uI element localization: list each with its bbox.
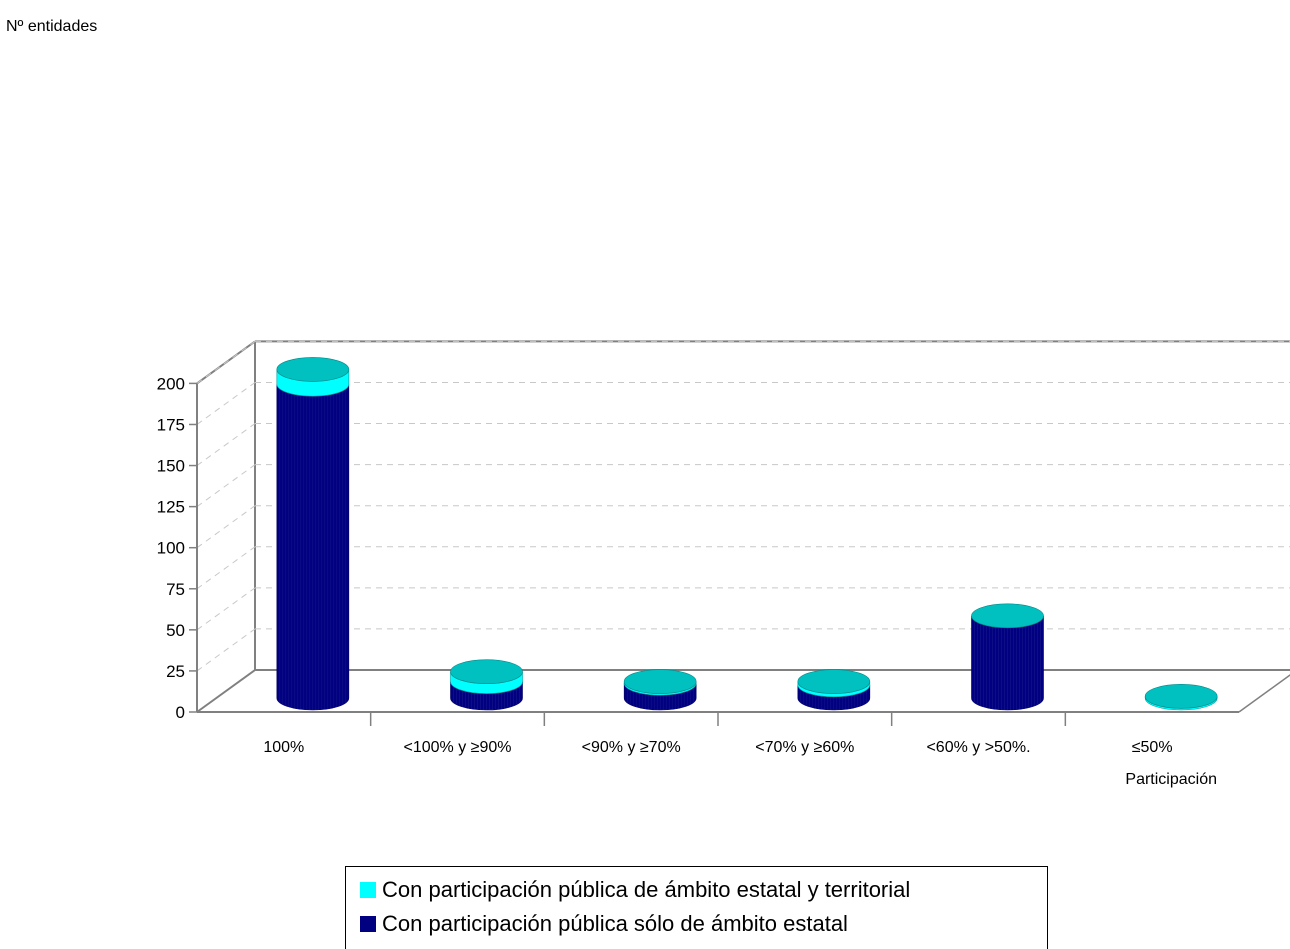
legend-item-estatal-territorial: Con participación pública de ámbito esta… (360, 873, 1047, 907)
y-tick-label: 150 (157, 457, 185, 476)
axes (189, 382, 1239, 726)
bars (276, 357, 1218, 711)
x-axis-title: Participación (1125, 771, 1217, 788)
bar-group (623, 669, 697, 711)
x-tick-label: <60% y >50%. (926, 739, 1030, 756)
bar-cap (797, 669, 871, 694)
y-tick-label: 50 (166, 621, 185, 640)
bar-cap (450, 659, 523, 685)
legend-item-estatal: Con participación pública sólo de ámbito… (360, 907, 1047, 941)
x-tick-label: 100% (263, 739, 304, 756)
bar-group (276, 357, 350, 711)
bar-group (450, 659, 523, 711)
x-tick-label: ≤50% (1132, 739, 1173, 756)
chart-walls (196, 340, 1290, 713)
bar-cap (276, 357, 350, 382)
y-tick-label: 200 (157, 374, 185, 393)
gridline-side (196, 505, 256, 549)
legend-label: Con participación pública sólo de ámbito… (382, 911, 848, 936)
bar-cap (1144, 684, 1218, 709)
x-tick-label: <90% y ≥70% (582, 739, 681, 756)
gridline-side (196, 464, 256, 508)
bar-group (971, 603, 1044, 711)
gridline-side (196, 423, 256, 466)
y-tick-label: 75 (166, 580, 185, 599)
y-tick-label: 100 (157, 539, 185, 558)
chart: 0 25 50 75 100 125 150 175 200 100% <100% y ≥90% <… (6, 18, 1290, 788)
gridline-side (196, 382, 256, 425)
bar-cap (971, 603, 1044, 629)
y-tick-label: 25 (166, 662, 185, 681)
gridlines (196, 340, 1290, 672)
bar-group (797, 669, 871, 711)
gridline-side (196, 587, 256, 631)
legend: Con participación pública de ámbito esta… (345, 866, 1048, 949)
x-tick-label: <100% y ≥90% (404, 739, 512, 756)
y-tick-label: 175 (157, 415, 185, 434)
bar-group (1144, 684, 1218, 711)
gridline-side (196, 546, 256, 590)
bar-cap (623, 669, 697, 694)
y-tick-labels: 0 25 50 75 100 125 150 175 200 (157, 374, 185, 722)
floor-right-edge (1238, 674, 1290, 713)
gridline-side (196, 340, 256, 384)
legend-swatch-cyan (360, 882, 376, 898)
floor-left-edge (196, 669, 256, 713)
legend-label: Con participación pública de ámbito esta… (382, 877, 911, 902)
legend-swatch-navy (360, 916, 376, 932)
x-tick-label: <70% y ≥60% (755, 739, 854, 756)
y-axis-title: Nº entidades (6, 18, 97, 35)
y-tick-label: 125 (157, 498, 185, 517)
x-tick-labels: 100% <100% y ≥90% <90% y ≥70% <70% y ≥60% <6… (263, 739, 1172, 756)
gridline-side (196, 628, 256, 672)
y-tick-label: 0 (176, 703, 185, 722)
